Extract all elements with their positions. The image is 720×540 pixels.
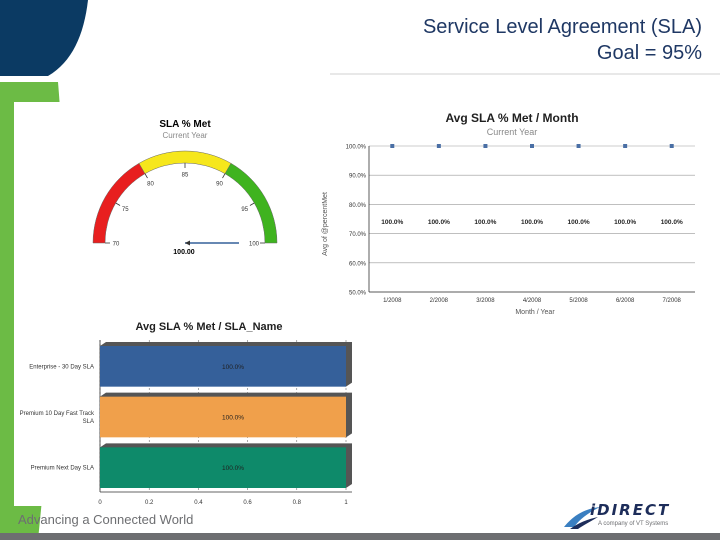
chart-backdrop xyxy=(14,102,360,506)
line-chart-points: 100.0% 100.0% 100.0% 100.0% 100.0% 100.0% 100.… xyxy=(381,144,683,226)
slide-title-line1: Service Level Agreement (SLA) xyxy=(422,16,702,38)
line-point xyxy=(436,144,441,148)
bar-xtick-label: 0.2 xyxy=(145,500,154,506)
line-ytick-label: 50.0% xyxy=(349,291,367,297)
line-ytick-label: 70.0% xyxy=(349,232,367,238)
gauge-tick-label: 85 xyxy=(182,173,189,179)
bar-category-label: Premium 10 Day Fast Track SLA xyxy=(20,411,95,425)
gauge-tick-90 xyxy=(222,173,226,179)
gauge-needle xyxy=(185,240,239,246)
line-xtick-label: 4/2008 xyxy=(523,298,542,304)
bar-value-label: 100.0% xyxy=(222,465,244,472)
line-value-label: 100.0% xyxy=(661,219,683,226)
gauge-ticks: 70 75 80 85 90 95 100 xyxy=(105,163,265,248)
gauge-tick-label: 100 xyxy=(249,242,260,248)
line-xtick-label: 1/2008 xyxy=(383,298,402,304)
gauge-tick-label: 90 xyxy=(216,182,223,188)
line-point xyxy=(669,144,674,148)
monthly-sla-chart: Avg SLA % Met / Month Current Year Avg o… xyxy=(322,111,695,316)
bar xyxy=(100,396,346,438)
gauge-needle-hub xyxy=(185,240,190,246)
company-logo: iDIRECT A company of VT Systems xyxy=(562,497,712,537)
line-xtick-label: 2/2008 xyxy=(430,298,449,304)
line-xtick-label: 3/2008 xyxy=(476,298,495,304)
line-xtick-label: 5/2008 xyxy=(569,298,588,304)
bar-value-label: 100.0% xyxy=(222,364,244,371)
bottom-bar xyxy=(0,533,720,540)
logo-subtext: A company of VT Systems xyxy=(598,521,669,527)
line-chart-grid: 50.0% 60.0% 70.0% 80.0% 90.0% 100.0% 1/2008 2/2… xyxy=(346,145,695,304)
gauge-tick-80 xyxy=(144,173,148,179)
line-chart-xlabel: Month / Year xyxy=(515,309,555,316)
navy-corner-shape xyxy=(0,0,88,76)
line-value-label: 100.0% xyxy=(614,219,636,226)
gauge-tick-label: 80 xyxy=(147,182,154,188)
bar xyxy=(100,447,346,488)
slide-title: Service Level Agreement (SLA) Goal = 95% xyxy=(423,14,702,66)
gauge-tick-95 xyxy=(249,202,255,206)
gauge-bands xyxy=(92,150,278,244)
bar-xtick-label: 0.4 xyxy=(194,500,203,506)
line-value-label: 100.0% xyxy=(428,219,450,226)
gauge-value-label: 100.00 xyxy=(173,249,195,256)
line-ytick-label: 80.0% xyxy=(349,203,367,209)
gauge-band-1 xyxy=(138,150,232,175)
logo-wordmark: iDIRECT xyxy=(590,501,671,519)
line-point xyxy=(483,144,488,148)
bar-chart-bars: 100.0% Enterprise - 30 Day SLA 100.0% Premi… xyxy=(20,342,352,488)
sla-gauge-chart: SLA % Met Current Year 70 75 80 85 90 95 100 1… xyxy=(92,119,278,256)
sla-name-bar-chart: Avg SLA % Met / SLA_Name 0 0.2 0.4 0.6 0.8 1 … xyxy=(20,321,352,506)
line-point xyxy=(576,144,581,148)
swoosh-icon xyxy=(564,507,600,529)
line-ytick-label: 60.0% xyxy=(349,261,367,267)
line-point xyxy=(530,144,534,148)
gauge-band-2 xyxy=(224,162,278,244)
gauge-tick-label: 95 xyxy=(241,207,248,213)
slide-title-line2: Goal = 95% xyxy=(596,42,702,64)
gauge-band-0 xyxy=(92,162,146,244)
bar-category-label: Enterprise - 30 Day SLA xyxy=(29,364,94,370)
line-ytick-label: 90.0% xyxy=(349,174,367,180)
line-ytick-label: 100.0% xyxy=(346,145,367,151)
gauge-tick-75 xyxy=(115,202,121,206)
line-value-label: 100.0% xyxy=(381,219,403,226)
bar-value-label: 100.0% xyxy=(222,415,244,422)
bar xyxy=(100,346,346,387)
gauge-tick-label: 70 xyxy=(113,242,120,248)
line-value-label: 100.0% xyxy=(568,219,590,226)
bar-chart-title: Avg SLA % Met / SLA_Name xyxy=(135,321,282,333)
line-chart-subtitle: Current Year xyxy=(487,127,538,137)
bar-xtick-label: 0.8 xyxy=(293,500,302,506)
gauge-title: SLA % Met xyxy=(159,119,211,130)
line-value-label: 100.0% xyxy=(521,219,543,226)
line-point xyxy=(623,144,628,148)
line-point xyxy=(390,144,395,148)
gauge-tick-label: 75 xyxy=(122,207,129,213)
bar-xtick-label: 0.6 xyxy=(243,500,252,506)
line-chart-title: Avg SLA % Met / Month xyxy=(445,111,578,125)
footer-tagline: Advancing a Connected World xyxy=(18,512,194,527)
bar-xtick-label: 0 xyxy=(98,500,102,506)
bar-category-label: Premium Next Day SLA xyxy=(31,466,94,472)
line-xtick-label: 6/2008 xyxy=(616,298,635,304)
line-chart-ylabel: Avg of @percentMet xyxy=(322,192,329,256)
line-value-label: 100.0% xyxy=(474,219,496,226)
line-xtick-label: 7/2008 xyxy=(663,298,682,304)
gauge-subtitle: Current Year xyxy=(163,131,208,140)
bar-xtick-label: 1 xyxy=(344,500,348,506)
